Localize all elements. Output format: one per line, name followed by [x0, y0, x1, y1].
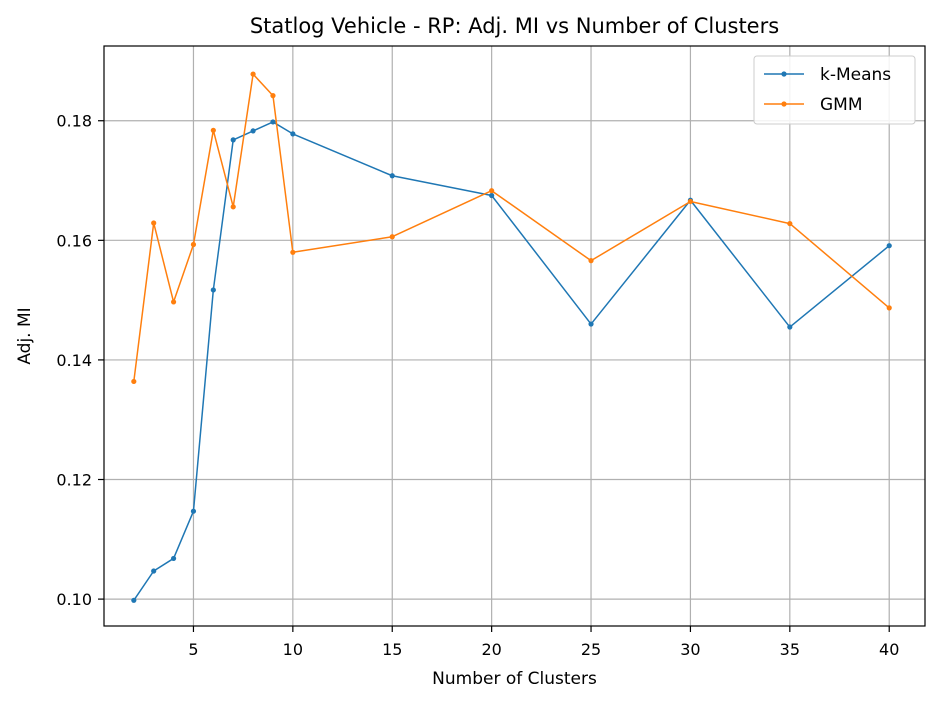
legend-box	[753, 55, 916, 125]
grid	[104, 46, 925, 626]
legend-label-gmm: GMM	[820, 95, 863, 115]
data-point-k-means	[190, 508, 197, 514]
x-tick-label: 20	[481, 640, 501, 659]
x-tick-label: 15	[382, 640, 402, 659]
data-point-gmm	[886, 305, 892, 311]
data-point-k-means	[290, 131, 296, 137]
series-layer	[131, 71, 892, 603]
legend-label-k-means: k-Means	[820, 65, 891, 85]
data-point-k-means	[489, 192, 495, 199]
y-tick-label: 0.12	[56, 471, 92, 490]
y-tick-label: 0.14	[56, 351, 92, 370]
x-tick-label: 30	[680, 640, 700, 659]
x-tick-label: 35	[780, 640, 800, 659]
data-point-k-means	[787, 324, 793, 330]
data-point-k-means	[131, 597, 137, 603]
data-point-gmm	[270, 93, 276, 99]
x-axis-label: Number of Clusters	[432, 669, 597, 689]
data-point-gmm	[787, 220, 793, 227]
x-tick-label: 25	[581, 640, 601, 659]
data-point-gmm	[290, 249, 296, 255]
data-point-gmm	[489, 188, 495, 194]
y-tick-label: 0.16	[56, 231, 92, 250]
data-point-gmm	[151, 220, 157, 226]
data-point-gmm	[210, 127, 216, 133]
legend: k-Means GMM	[753, 55, 916, 125]
data-point-k-means	[210, 287, 216, 293]
data-point-k-means	[389, 173, 395, 179]
plot-frame	[103, 45, 926, 627]
ticks: 5 10 15 20 25 30 35 40 0.10 0.12 0.14 0.16 0.18	[56, 112, 899, 659]
data-point-gmm	[588, 258, 594, 264]
x-tick-label: 5	[188, 640, 198, 659]
data-point-k-means	[250, 128, 256, 134]
data-point-gmm	[190, 241, 197, 248]
data-point-gmm	[389, 234, 395, 240]
data-point-gmm	[230, 204, 236, 210]
data-point-gmm	[250, 71, 256, 77]
y-axis-label: Adj. MI	[15, 307, 35, 364]
x-tick-label: 10	[283, 640, 303, 659]
data-point-gmm	[170, 299, 177, 305]
data-point-gmm	[687, 198, 694, 205]
data-point-k-means	[270, 119, 276, 125]
data-point-k-means	[170, 555, 177, 562]
data-point-k-means	[230, 137, 236, 143]
data-point-k-means	[151, 568, 157, 574]
legend-marker-k-means	[781, 71, 787, 77]
y-tick-label: 0.10	[56, 590, 92, 609]
chart-title: Statlog Vehicle - RP: Adj. MI vs Number …	[250, 14, 779, 38]
legend-marker-gmm	[781, 101, 787, 107]
data-point-gmm	[131, 378, 137, 385]
x-tick-label: 40	[879, 640, 899, 659]
y-tick-label: 0.18	[56, 112, 92, 131]
data-point-k-means	[588, 321, 594, 327]
data-point-k-means	[886, 243, 892, 249]
